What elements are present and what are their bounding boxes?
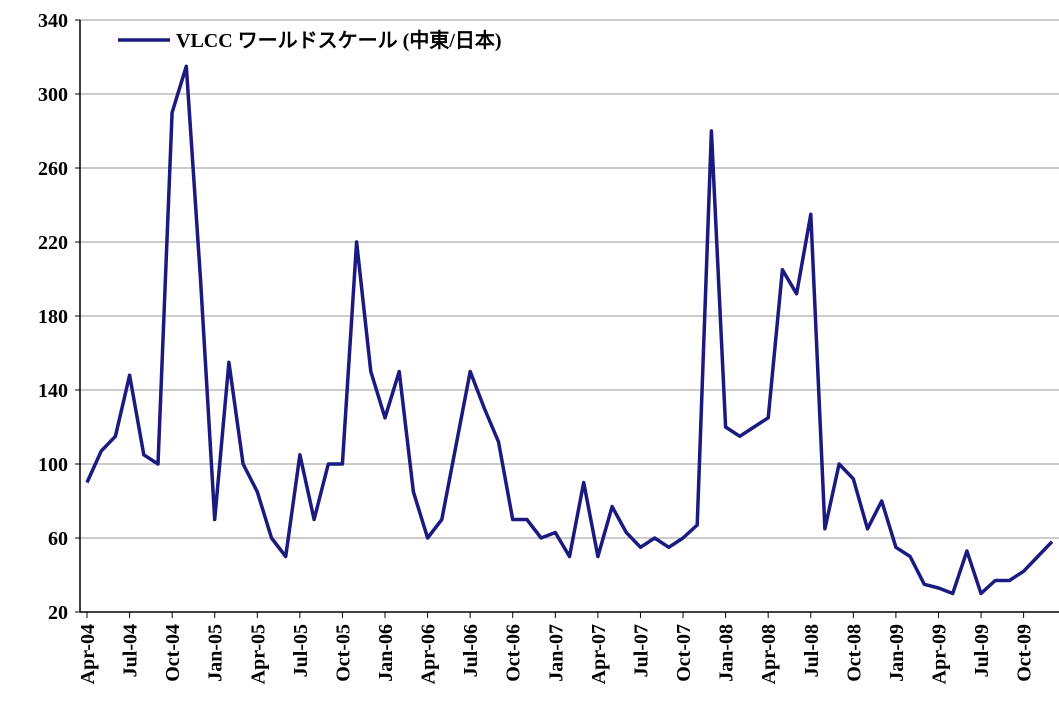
x-tick-label: Oct-09 — [1014, 624, 1036, 682]
x-tick-label: Apr-09 — [928, 624, 950, 684]
x-tick-label: Jul-08 — [801, 624, 823, 677]
x-tick-label: Jul-06 — [460, 624, 482, 677]
x-tick-label: Oct-06 — [503, 624, 525, 682]
x-tick-label: Oct-08 — [843, 624, 865, 682]
x-tick-label: Jul-07 — [630, 624, 652, 677]
x-tick-label: Jul-05 — [290, 624, 312, 677]
x-tick-label: Jan-05 — [205, 624, 227, 682]
series-line — [85, 64, 1054, 596]
x-tick-label: Apr-08 — [758, 624, 780, 684]
y-tick-label: 180 — [38, 306, 68, 328]
x-tick-label: Jan-09 — [886, 624, 908, 682]
x-tick-label: Jul-09 — [971, 624, 993, 677]
x-tick-label: Jul-04 — [120, 624, 142, 677]
x-tick-label: Oct-05 — [332, 624, 354, 682]
x-tick-label: Jan-06 — [375, 624, 397, 682]
y-tick-label: 220 — [38, 232, 68, 254]
y-tick-label: 300 — [38, 84, 68, 106]
x-tick-label: Jan-07 — [545, 624, 567, 682]
x-tick-label: Apr-05 — [247, 624, 269, 684]
y-tick-label: 60 — [48, 528, 68, 550]
y-tick-label: 340 — [38, 10, 68, 32]
y-tick-label: 140 — [38, 380, 68, 402]
legend-label: VLCC ワールドスケール (中東/日本) — [176, 28, 502, 52]
x-tick-label: Apr-06 — [418, 624, 440, 684]
x-tick-label: Jan-08 — [716, 624, 738, 682]
y-tick-label: 100 — [38, 454, 68, 476]
x-tick-label: Oct-04 — [162, 624, 184, 682]
x-tick-label: Apr-07 — [588, 624, 610, 684]
y-tick-label: 260 — [38, 158, 68, 180]
y-tick-label: 20 — [48, 602, 68, 624]
x-tick-label: Oct-07 — [673, 624, 695, 682]
x-tick-label: Apr-04 — [77, 624, 99, 684]
